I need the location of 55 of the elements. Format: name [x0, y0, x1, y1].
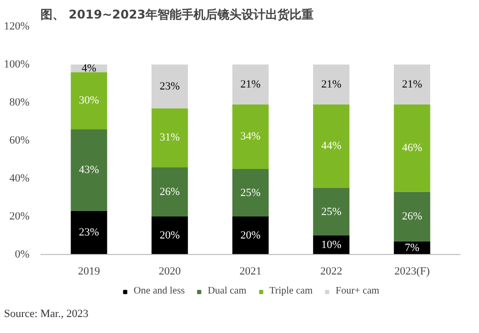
data-label: 10% — [321, 239, 342, 251]
bar — [394, 104, 430, 192]
bar — [152, 108, 188, 168]
y-tick-label: 40% — [9, 172, 30, 184]
y-tick-label: 100% — [4, 58, 30, 70]
bar — [152, 216, 188, 254]
data-label: 30% — [78, 94, 100, 107]
x-tick-label: 2021 — [240, 266, 262, 278]
y-tick-label: 80% — [9, 96, 30, 108]
bar — [313, 64, 350, 104]
bar — [152, 167, 188, 216]
legend-label: Four+ cam — [336, 286, 380, 296]
data-label: 26% — [160, 186, 180, 198]
bar — [313, 188, 350, 236]
y-tick-label: 120% — [4, 20, 30, 32]
x-tick-label: 2022 — [320, 266, 342, 278]
legend-label: Dual cam — [208, 286, 246, 296]
bar — [70, 129, 108, 211]
bar — [232, 104, 269, 169]
data-label: 43% — [78, 164, 100, 176]
data-label: 31% — [160, 132, 180, 144]
data-label: 20% — [160, 230, 180, 242]
data-label: 46% — [402, 142, 422, 154]
x-tick-label: 2019 — [78, 266, 100, 278]
legend-label: Triple cam — [269, 286, 313, 296]
data-label: 44% — [321, 140, 342, 152]
data-label: 23% — [78, 226, 100, 239]
x-tick-label: 2020 — [158, 266, 182, 278]
y-tick-label: 60% — [9, 134, 30, 146]
bar — [232, 64, 269, 104]
chart-title: 图、 2019~2023年智能手机后镜头设计出货比重 — [40, 8, 314, 22]
bar — [232, 216, 269, 254]
y-tick-label: 0% — [14, 248, 30, 260]
bar — [394, 64, 430, 104]
bar — [70, 72, 108, 130]
y-tick-label: 20% — [9, 210, 30, 222]
data-label: 4% — [82, 62, 96, 74]
bar — [394, 192, 430, 242]
bar — [152, 64, 188, 108]
bar — [313, 104, 350, 188]
x-tick-label: 2023(F) — [394, 266, 430, 278]
bar — [70, 210, 108, 254]
data-label: 25% — [240, 186, 261, 199]
data-label: 20% — [240, 230, 261, 242]
data-label: 25% — [321, 206, 342, 218]
data-label: 21% — [402, 78, 422, 90]
source-note: Source: Mar., 2023 — [4, 307, 88, 322]
data-label: 34% — [240, 130, 261, 143]
data-label: 26% — [402, 210, 422, 222]
legend-label: One and less — [134, 286, 185, 296]
bar — [232, 169, 269, 216]
data-label: 7% — [404, 242, 420, 254]
data-label: 21% — [321, 78, 342, 90]
data-label: 21% — [240, 78, 261, 90]
data-label: 23% — [160, 80, 180, 92]
